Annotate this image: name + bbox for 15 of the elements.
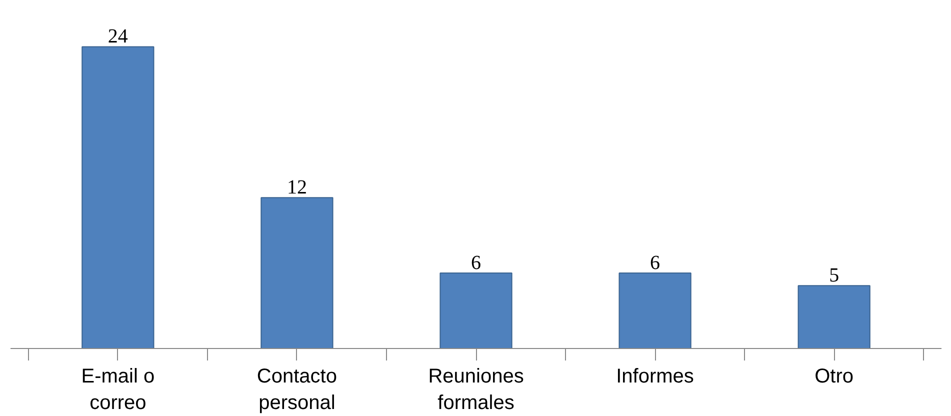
bar [618, 272, 692, 348]
data-label: 6 [471, 252, 481, 274]
data-label: 12 [286, 176, 307, 199]
bar [440, 272, 512, 348]
data-label: 6 [650, 252, 660, 274]
data-label: 5 [829, 264, 840, 287]
x-tick-label: Reuniones formales [428, 366, 524, 414]
bar [260, 197, 334, 348]
bar [82, 46, 154, 348]
bar [798, 285, 870, 348]
data-label: 24 [108, 26, 128, 48]
x-tick-label: Informes [616, 366, 694, 388]
x-tick-label: Otro [814, 366, 854, 388]
x-tick-label: Contacto personal [256, 366, 337, 414]
x-tick-label: E-mail o correo [81, 366, 155, 414]
